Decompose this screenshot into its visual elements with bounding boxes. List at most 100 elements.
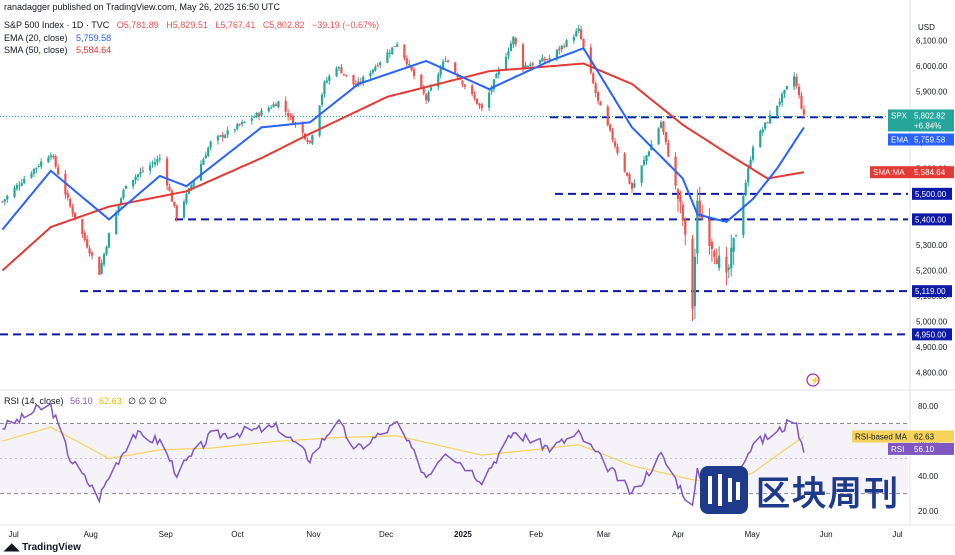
candle-body [606,106,609,126]
candle-body [713,251,716,258]
candle-body [345,74,348,76]
candle-body [681,204,684,221]
candle [742,192,745,239]
candle-body [664,132,667,143]
candle-body [204,155,207,159]
candle [185,192,188,205]
rsi-tag-value: 56.10 [914,445,935,454]
candle [165,156,169,191]
candle-body [730,247,733,269]
candle [463,84,466,90]
candle-body [98,256,101,275]
candle-body [379,62,382,65]
candle-body [676,189,680,199]
candle [713,249,716,265]
candle-body [190,185,193,189]
candle [158,154,161,163]
candle [255,111,258,119]
candle [594,81,597,98]
candle [175,204,178,222]
candle-body [764,122,767,129]
candle [623,151,626,173]
support-tag [912,187,952,200]
candle-body [531,63,534,65]
candle-body [173,201,176,206]
candle [795,73,798,89]
candle [727,264,730,279]
candle [725,246,728,286]
candle [492,79,496,93]
sma-legend[interactable]: SMA (50, close) 5,584.64 [4,45,111,55]
candle-body [645,155,648,161]
candle [233,128,236,134]
candle [226,126,229,139]
candle-body [52,155,55,158]
rsi-legend[interactable]: RSI (14, close) 56.10 62.63 ∅ ∅ ∅ ∅ [4,396,167,407]
candle [90,251,94,260]
candle-body [776,105,779,116]
candle-body [514,38,517,45]
candle-body [444,60,447,62]
candle [565,38,568,48]
candle-body [529,64,532,67]
candle-body [117,205,120,213]
candle [640,165,643,187]
candle [270,105,273,109]
candle [425,92,428,105]
support-tag [912,328,952,341]
candle-body [708,218,711,246]
candle-body [391,47,394,55]
close-value: C5,802.82 [262,20,305,30]
watermark: 区块周刊 [700,462,930,518]
candle-body [408,64,411,66]
candle-body [241,122,244,125]
candle-body [766,122,769,124]
candle [698,186,701,218]
sma-legend-label: SMA (50, close) [4,45,68,55]
candle-body [490,88,493,92]
open-value: O5,781.89 [116,20,159,30]
candle-body [640,165,643,183]
candle [182,199,186,220]
candle [563,43,566,49]
candle [718,246,721,271]
candle-body [393,46,396,48]
candle-body [253,116,256,118]
candle [141,166,144,173]
candle [362,75,365,87]
candle-body [71,206,74,214]
price-tick-label: 4,800.00 [916,369,948,378]
candle-body [105,246,108,255]
candle [342,73,345,77]
candle [151,160,154,168]
time-tick-label: Jul [9,530,19,539]
spx-price-tag [888,109,954,132]
candle-body [526,65,529,67]
candle-body [667,142,670,157]
candle [592,71,595,85]
candle [47,155,50,163]
support-tag [912,285,952,298]
sma-legend-value: 5,584.64 [76,45,112,55]
candle-body [437,74,440,87]
candle-body [800,95,803,109]
ema-legend[interactable]: EMA (20, close) 5,759.58 [4,33,111,43]
candle-body [512,36,515,45]
candle-body [395,44,399,47]
candle [257,111,261,121]
rsi-line [2,402,805,507]
candle-body [642,160,646,165]
tradingview-brand[interactable]: ◢◣ TradingView [4,542,81,553]
candle [802,105,805,118]
candle [328,74,331,85]
candle-body [555,49,559,58]
candle-body [20,183,23,186]
candle-body [623,153,626,172]
candle-body [662,121,665,133]
candle-body [18,185,21,187]
candle-body [521,44,525,69]
candle-body [170,190,174,202]
candle [580,25,583,41]
candle-body [301,124,304,133]
